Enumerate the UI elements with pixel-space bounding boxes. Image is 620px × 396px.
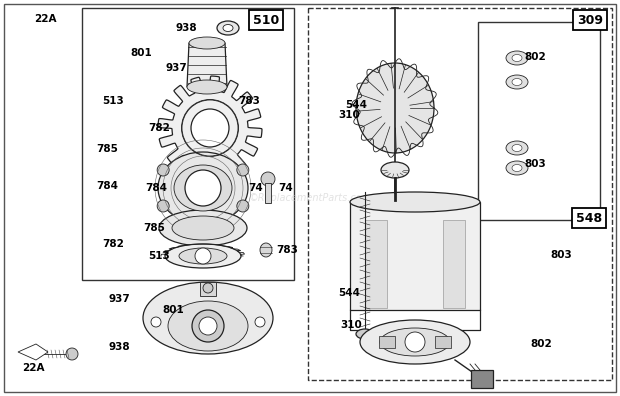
Polygon shape	[158, 76, 262, 180]
Bar	[435, 336, 451, 348]
Ellipse shape	[260, 243, 272, 257]
Ellipse shape	[506, 141, 528, 155]
Text: 802: 802	[524, 52, 546, 63]
Ellipse shape	[168, 301, 248, 351]
Circle shape	[255, 317, 265, 327]
Circle shape	[195, 248, 211, 264]
Bar	[471, 370, 493, 388]
Text: 783: 783	[239, 96, 260, 106]
Text: 310: 310	[340, 320, 361, 330]
Polygon shape	[18, 344, 48, 360]
Text: 785: 785	[143, 223, 165, 233]
Text: 802: 802	[530, 339, 552, 349]
Circle shape	[405, 332, 425, 352]
Circle shape	[192, 310, 224, 342]
Ellipse shape	[512, 145, 522, 152]
Ellipse shape	[223, 25, 233, 32]
Text: 938: 938	[108, 341, 130, 352]
Circle shape	[237, 164, 249, 176]
Text: ©ReplacementParts.com: ©ReplacementParts.com	[249, 193, 371, 203]
Ellipse shape	[506, 75, 528, 89]
Text: 785: 785	[96, 143, 118, 154]
Bar	[379, 336, 395, 348]
Text: 803: 803	[550, 250, 572, 260]
Circle shape	[237, 200, 249, 212]
Bar	[200, 282, 216, 296]
Text: 544: 544	[338, 288, 360, 298]
Ellipse shape	[350, 192, 480, 212]
Text: 309: 309	[577, 13, 603, 27]
Ellipse shape	[512, 55, 522, 61]
Text: 784: 784	[145, 183, 167, 193]
Ellipse shape	[356, 63, 434, 153]
Polygon shape	[187, 43, 227, 87]
Circle shape	[157, 200, 169, 212]
Circle shape	[261, 172, 275, 186]
Text: 801: 801	[130, 48, 152, 59]
Text: 513: 513	[102, 96, 124, 106]
Ellipse shape	[189, 37, 225, 49]
Ellipse shape	[174, 165, 232, 211]
Circle shape	[199, 317, 217, 335]
Text: 548: 548	[576, 211, 602, 225]
Ellipse shape	[179, 248, 227, 264]
Ellipse shape	[381, 162, 409, 178]
Text: 783: 783	[276, 245, 298, 255]
Bar	[265, 183, 271, 203]
Ellipse shape	[512, 164, 522, 171]
Text: 510: 510	[253, 13, 279, 27]
Ellipse shape	[165, 244, 241, 268]
Ellipse shape	[143, 282, 273, 354]
Text: 544: 544	[345, 100, 367, 110]
Text: 513: 513	[148, 251, 170, 261]
Ellipse shape	[217, 21, 239, 35]
Ellipse shape	[187, 80, 227, 94]
Text: 22A: 22A	[22, 363, 45, 373]
Circle shape	[191, 109, 229, 147]
Bar	[350, 202, 480, 310]
Ellipse shape	[159, 210, 247, 246]
Text: 22A: 22A	[34, 14, 56, 24]
Bar	[443, 220, 465, 308]
Ellipse shape	[172, 216, 234, 240]
Ellipse shape	[356, 329, 374, 339]
Ellipse shape	[158, 152, 248, 224]
Circle shape	[66, 348, 78, 360]
Text: 74: 74	[278, 183, 293, 193]
Bar	[308, 8, 612, 380]
Circle shape	[185, 170, 221, 206]
Ellipse shape	[380, 328, 450, 356]
Text: 310: 310	[338, 110, 360, 120]
Text: 937: 937	[165, 63, 187, 73]
Circle shape	[157, 164, 169, 176]
Text: 782: 782	[148, 123, 170, 133]
Circle shape	[203, 283, 213, 293]
Text: 937: 937	[108, 294, 130, 304]
Text: 938: 938	[175, 23, 197, 33]
Text: 803: 803	[524, 159, 546, 169]
Bar	[365, 220, 387, 308]
Text: 784: 784	[96, 181, 118, 191]
Text: 74: 74	[248, 183, 263, 193]
Ellipse shape	[506, 51, 528, 65]
Ellipse shape	[512, 78, 522, 86]
Bar	[82, 8, 294, 280]
Ellipse shape	[506, 161, 528, 175]
Bar	[478, 22, 600, 220]
Circle shape	[151, 317, 161, 327]
Text: 801: 801	[162, 305, 184, 315]
Ellipse shape	[360, 320, 470, 364]
Text: 782: 782	[102, 238, 124, 249]
